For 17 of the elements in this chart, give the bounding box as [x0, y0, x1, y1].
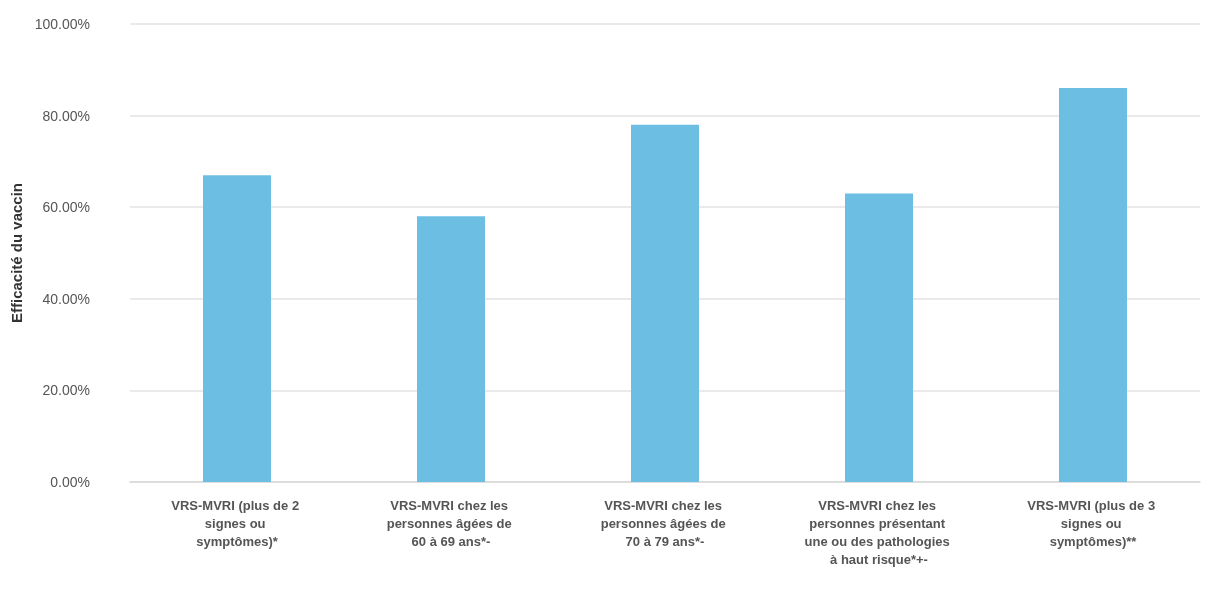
x-tick-label: VRS-MVRI chez les personnes âgées de 60 à 69 ans*- [386, 497, 516, 549]
x-tick-label: VRS-MVRI (plus de 2 signes ou symptômes)* [171, 497, 303, 549]
y-tick-label: 80.00% [42, 107, 90, 124]
bar [631, 124, 699, 482]
y-tick-label: 20.00% [42, 382, 90, 399]
y-tick-label: 100.00% [34, 16, 90, 32]
bar [1059, 88, 1127, 482]
y-tick-label: 60.00% [42, 199, 90, 216]
y-axis-title: Efficacité du vaccin [7, 182, 25, 324]
y-tick-label: 40.00% [42, 290, 90, 307]
x-tick-label: VRS-MVRI chez les personnes âgées de 70 à 79 ans*- [600, 497, 730, 549]
bar [203, 175, 271, 482]
y-tick-label: 0.00% [50, 474, 90, 490]
x-tick-label: VRS-MVRI chez les personnes présentant une ou des pathologies à haut risque*+- [804, 497, 954, 567]
bar [417, 216, 485, 482]
x-tick-label: VRS-MVRI (plus de 3 signes ou symptômes)** [1027, 497, 1159, 549]
bar [845, 193, 913, 482]
